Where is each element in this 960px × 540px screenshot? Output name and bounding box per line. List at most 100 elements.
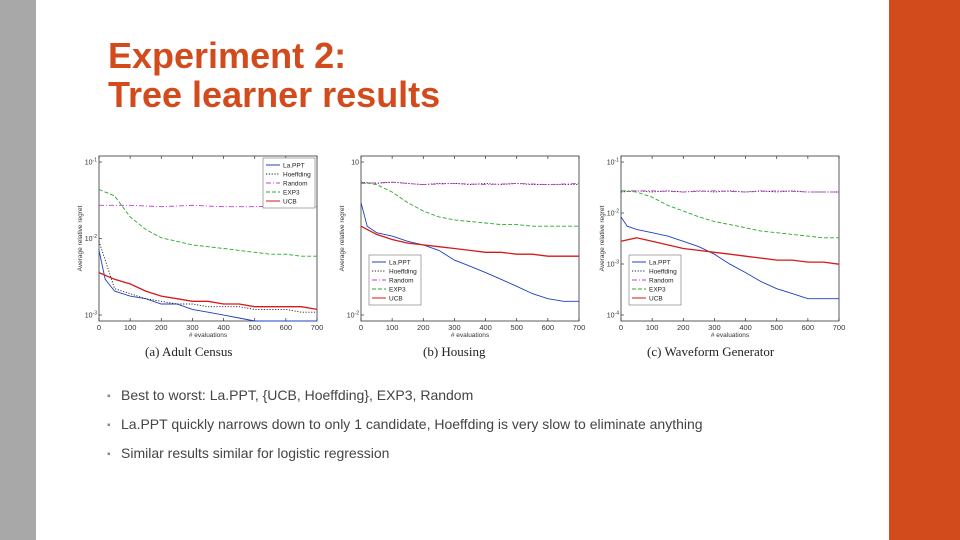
bullet-dot-icon: ▪ <box>107 449 111 460</box>
chart-adult-census: 0 100 200 300 400 500 600 700 # evaluations Avera… <box>75 150 325 339</box>
series-line-ucb <box>98 272 318 311</box>
legend-box <box>262 157 316 209</box>
legend-label-la-ppt: La.PPT <box>649 260 671 267</box>
bullet-list: ▪ Best to worst: La.PPT, {UCB, Hoeffding}… <box>107 385 877 472</box>
chart-adult-census-svg: 0 100 200 300 400 500 600 700 # evaluations Avera… <box>77 155 323 339</box>
series-line-exp3 <box>360 181 579 227</box>
legend-label-hoeffding: Hoeffding <box>283 172 311 179</box>
legend-label-la-ppt: La.PPT <box>283 163 305 170</box>
y-tick-label: 10-2 <box>347 311 359 320</box>
legend-box <box>628 254 682 306</box>
y-tick-exponent: -1 <box>93 158 98 164</box>
y-axis-label: Average relative regret <box>339 205 346 271</box>
bullet-item: ▪ Best to worst: La.PPT, {UCB, Hoeffding}… <box>107 385 877 414</box>
bullet-text: La.PPT quickly narrows down to only 1 ca… <box>121 416 703 432</box>
y-tick-label: 10-4 <box>607 311 619 320</box>
x-tick-label: 100 <box>386 323 399 332</box>
series-line-hoeffding <box>98 241 317 313</box>
legend-label-exp3: EXP3 <box>283 190 300 197</box>
x-tick-label: 0 <box>359 323 363 332</box>
x-tick-label: 300 <box>708 323 721 332</box>
x-axis-label: # evaluations <box>451 332 490 339</box>
y-tick-label: 10 <box>351 160 359 167</box>
series-line-exp3 <box>98 189 317 257</box>
x-tick-label: 700 <box>833 323 846 332</box>
x-tick-label: 200 <box>155 323 168 332</box>
y-tick-exponent: -2 <box>615 209 620 215</box>
legend-label-la-ppt: La.PPT <box>389 260 411 267</box>
bullet-dot-icon: ▪ <box>107 391 111 402</box>
y-tick-exponent: -3 <box>615 260 620 266</box>
chart-waveform-generator: 0 100 200 300 400 500 600 700 # evaluations Avera… <box>597 150 847 339</box>
y-tick-label: 10-2 <box>85 234 97 243</box>
series-line-la-ppt <box>98 250 317 322</box>
y-tick-label: 10-3 <box>85 311 97 320</box>
y-tick-exponent: -2 <box>93 234 98 240</box>
y-tick-exponent: -1 <box>615 158 620 164</box>
series-line-ucb <box>360 225 579 257</box>
legend-label-exp3: EXP3 <box>389 287 406 294</box>
y-tick-label: 10-3 <box>607 260 619 269</box>
bullet-item: ▪ La.PPT quickly narrows down to only 1 c… <box>107 414 877 443</box>
x-tick-label: 300 <box>448 323 461 332</box>
chart-caption-adult-census: (a) Adult Census <box>145 344 233 359</box>
legend-label-hoeffding: Hoeffding <box>389 269 417 276</box>
series-line-la-ppt <box>620 216 839 300</box>
series-line-ucb <box>620 237 840 265</box>
bullet-text: Best to worst: La.PPT, {UCB, Hoeffding},… <box>121 387 474 403</box>
y-tick-exponent: -4 <box>615 311 620 317</box>
legend-label-random: Random <box>283 181 308 188</box>
chart-caption-waveform-generator: (c) Waveform Generator <box>647 344 775 359</box>
chart-caption-housing: (b) Housing <box>423 344 486 359</box>
right-accent-bar <box>889 0 960 540</box>
x-tick-label: 600 <box>542 323 555 332</box>
x-tick-label: 500 <box>510 323 523 332</box>
chart-housing: 0 100 200 300 400 500 600 700 # evaluations Avera… <box>337 150 587 339</box>
left-accent-bar <box>0 0 36 540</box>
x-tick-label: 400 <box>217 323 230 332</box>
series-line-random <box>360 181 580 186</box>
legend-label-hoeffding: Hoeffding <box>649 269 677 276</box>
chart-housing-svg: 0 100 200 300 400 500 600 700 # evaluations Avera… <box>339 155 586 339</box>
y-axis-label: Average relative regret <box>77 205 84 271</box>
legend-label-random: Random <box>389 278 414 285</box>
y-tick-exponent: -2 <box>355 311 360 317</box>
slide-title-line-1: Experiment 2: <box>108 35 347 76</box>
y-tick-exponent: -3 <box>93 311 98 317</box>
bullet-item: ▪ Similar results similar for logistic re… <box>107 443 877 472</box>
series-line-random <box>621 190 839 193</box>
slide-title: Experiment 2: Tree learner results <box>108 36 808 114</box>
legend-box <box>368 254 422 306</box>
legend-label-exp3: EXP3 <box>649 287 666 294</box>
x-axis-label: # evaluations <box>711 332 750 339</box>
x-tick-label: 600 <box>280 323 293 332</box>
x-tick-label: 0 <box>619 323 623 332</box>
x-tick-label: 100 <box>124 323 137 332</box>
y-tick-label: 10-1 <box>85 158 97 167</box>
series-line-la-ppt <box>360 202 579 302</box>
x-tick-label: 200 <box>417 323 430 332</box>
legend-label-ucb: UCB <box>389 296 403 303</box>
chart-waveform-generator-svg: 0 100 200 300 400 500 600 700 # evaluations Avera… <box>599 155 846 339</box>
x-tick-label: 200 <box>677 323 690 332</box>
x-tick-label: 500 <box>770 323 783 332</box>
x-tick-label: 100 <box>646 323 659 332</box>
legend-label-ucb: UCB <box>283 199 297 206</box>
x-tick-label: 500 <box>248 323 261 332</box>
y-axis-label: Average relative regret <box>599 205 606 271</box>
x-tick-label: 700 <box>573 323 586 332</box>
legend-label-random: Random <box>649 278 674 285</box>
y-tick-label: 10-1 <box>607 158 619 167</box>
figure-area: 0 100 200 300 400 500 600 700 # evaluations Avera… <box>75 150 875 365</box>
x-tick-label: 400 <box>479 323 492 332</box>
x-tick-label: 600 <box>802 323 815 332</box>
series-line-exp3 <box>620 190 839 239</box>
x-tick-label: 400 <box>739 323 752 332</box>
slide-title-line-2: Tree learner results <box>108 74 441 115</box>
legend-label-ucb: UCB <box>649 296 663 303</box>
bullet-text: Similar results similar for logistic reg… <box>121 445 390 461</box>
x-tick-label: 300 <box>186 323 199 332</box>
bullet-dot-icon: ▪ <box>107 420 111 431</box>
x-axis-label: # evaluations <box>189 332 228 339</box>
x-tick-label: 0 <box>97 323 101 332</box>
